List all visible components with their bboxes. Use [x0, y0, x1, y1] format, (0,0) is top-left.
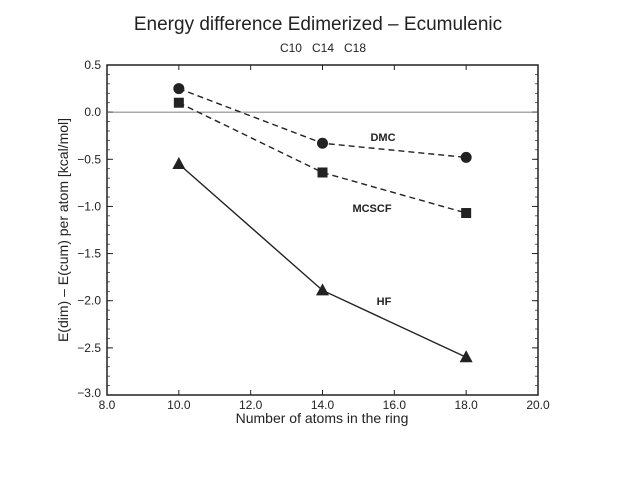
- x-tick-label: 12.0: [239, 398, 263, 412]
- y-tick-label: −3.0: [77, 386, 101, 400]
- y-tick-label: −1.0: [77, 199, 101, 213]
- series-label-mcscf: MCSCF: [352, 203, 391, 215]
- x-axis-label: Number of atoms in the ring: [236, 410, 409, 426]
- data-point-hf: [459, 350, 473, 363]
- x-tick-label: 14.0: [311, 398, 335, 412]
- x-tick-label: 16.0: [383, 398, 407, 412]
- x-tick-label: 18.0: [454, 398, 478, 412]
- series-label-hf: HF: [377, 296, 392, 308]
- data-point-mcscf: [317, 167, 328, 178]
- y-tick-label: −2.0: [77, 294, 101, 308]
- data-point-dmc: [173, 83, 185, 95]
- series-line-mcscf: [178, 102, 467, 214]
- x-tick-label: 20.0: [526, 398, 550, 412]
- series-label-dmc: DMC: [370, 132, 395, 144]
- data-point-hf: [316, 283, 329, 296]
- data-point-mcscf: [461, 208, 472, 219]
- y-tick-label: −2.5: [77, 341, 101, 355]
- data-point-dmc: [460, 151, 472, 163]
- data-point-hf: [172, 157, 186, 169]
- y-tick-label: −1.5: [77, 247, 101, 261]
- y-tick-label: 0.0: [84, 105, 101, 119]
- data-point-mcscf: [173, 97, 184, 108]
- y-tick-label: −0.5: [77, 152, 101, 166]
- x-tick-label: 10.0: [167, 398, 191, 412]
- x-tick-label: 8.0: [99, 398, 116, 412]
- chart-title: Energy difference Edimerized – Ecumuleni…: [134, 14, 502, 35]
- plot-frame: [106, 64, 539, 396]
- chart-subtitle: C10 C14 C18: [280, 41, 366, 55]
- series-line-hf: [178, 163, 467, 358]
- data-point-dmc: [317, 137, 328, 149]
- y-tick-label: 0.5: [84, 58, 101, 72]
- y-axis-label: E(dim) – E(cum) per atom [kcal/mol]: [55, 118, 71, 342]
